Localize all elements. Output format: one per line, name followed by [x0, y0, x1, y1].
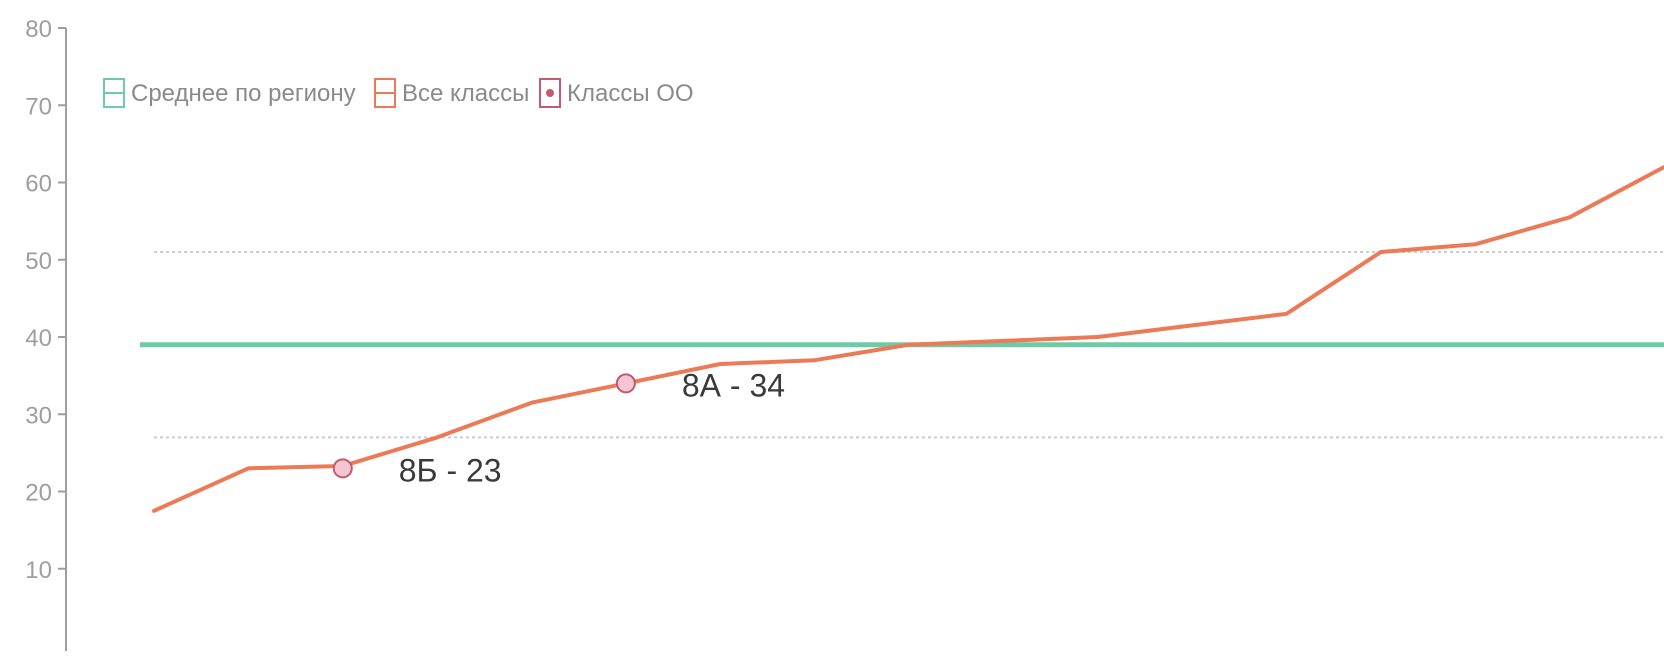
all-classes-group: [152, 165, 1664, 513]
all-classes-series-line: [152, 165, 1664, 513]
y-tick-label: 60: [25, 171, 52, 198]
school-class-point: [332, 458, 353, 479]
y-tick-label: 30: [25, 402, 52, 429]
y-axis: 10 20 30 40 50 60 70 80: [25, 16, 67, 651]
y-tick-label: 40: [25, 325, 52, 352]
legend-label-region-average: Среднее по региону: [131, 80, 356, 107]
y-tick-label: 10: [25, 557, 52, 584]
legend-item-region-average[interactable]: Среднее по региону: [103, 78, 356, 108]
y-tick-label: 50: [25, 248, 52, 275]
legend-label-school-classes: Классы ОО: [567, 80, 694, 107]
y-tick-label: 80: [25, 16, 52, 43]
school-classes-group: 8Б - 23 8А - 34: [332, 367, 785, 488]
y-tick-label: 70: [25, 93, 52, 120]
legend-swatch-dot-school-classes: [546, 89, 554, 97]
legend-item-all-classes[interactable]: Все классы: [374, 78, 529, 108]
legend: Среднее по региону Все классы Классы ОО: [103, 78, 694, 108]
legend-label-all-classes: Все классы: [402, 80, 529, 107]
school-class-point: [615, 373, 636, 394]
school-class-label: 8Б - 23: [399, 452, 502, 488]
y-tick-label: 20: [25, 480, 52, 507]
legend-item-school-classes[interactable]: Классы ОО: [539, 78, 694, 108]
school-class-label: 8А - 34: [682, 367, 785, 403]
